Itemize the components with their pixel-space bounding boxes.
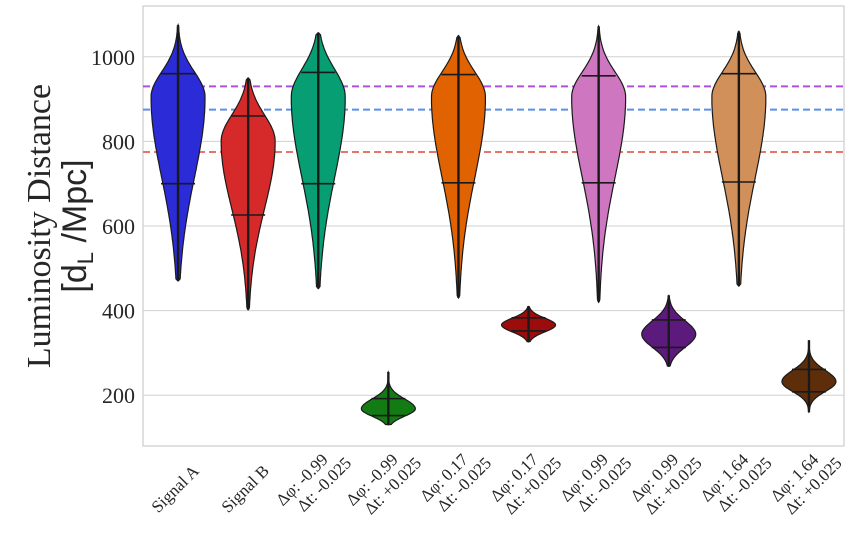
y-axis-label-sub: L [73, 252, 98, 264]
y-tick-label-1000: 1000 [91, 45, 135, 70]
x-tick-label-8: Δφ: 0.99Δt: +0.025 [627, 440, 706, 519]
y-tick-label-200: 200 [102, 383, 135, 408]
x-tick-label-2-line1: Signal B [218, 461, 273, 516]
y-tick-label-400: 400 [102, 299, 135, 324]
violin-8 [641, 294, 697, 368]
violin-7 [571, 24, 627, 304]
y-axis-label-line1: Luminosity Distance [21, 84, 58, 368]
y-axis-label-close: /Mpc] [56, 159, 94, 252]
violin-4 [360, 370, 416, 426]
violin-5 [430, 34, 486, 300]
y-tick-label-800: 800 [102, 129, 135, 154]
violin-2 [220, 77, 276, 311]
x-tick-label-1: Signal A [148, 461, 204, 517]
violin-6 [501, 305, 557, 343]
x-tick-label-2: Signal B [218, 461, 273, 516]
x-tick-label-10: Δφ: 1.64Δt: +0.025 [767, 440, 846, 519]
violin-9 [711, 30, 767, 288]
x-tick-label-9: Δφ: 1.64Δt: -0.025 [697, 440, 776, 519]
x-tick-label-5: Δφ: 0.17Δt: -0.025 [416, 440, 495, 519]
violin-1 [150, 22, 206, 282]
y-axis-label-line2: [dL /Mpc] [56, 159, 98, 292]
y-tick-label-600: 600 [102, 214, 135, 239]
x-tick-label-6: Δφ: 0.17Δt: +0.025 [486, 440, 565, 519]
y-axis-label: Luminosity Distance [dL /Mpc] [21, 84, 98, 368]
violin-3 [290, 31, 346, 290]
violins [150, 22, 837, 426]
violin-10 [781, 340, 837, 414]
y-axis-label-open: [d [56, 264, 94, 292]
x-tick-label-1-line1: Signal A [148, 461, 204, 517]
x-tick-label-3: Δφ: -0.99Δt: -0.025 [272, 440, 355, 523]
x-tick-label-7: Δφ: 0.99Δt: -0.025 [557, 440, 636, 519]
y-tick-labels: 200 400 600 800 1000 [91, 45, 135, 408]
x-tick-label-4: Δφ: -0.99Δt: +0.025 [342, 440, 425, 523]
